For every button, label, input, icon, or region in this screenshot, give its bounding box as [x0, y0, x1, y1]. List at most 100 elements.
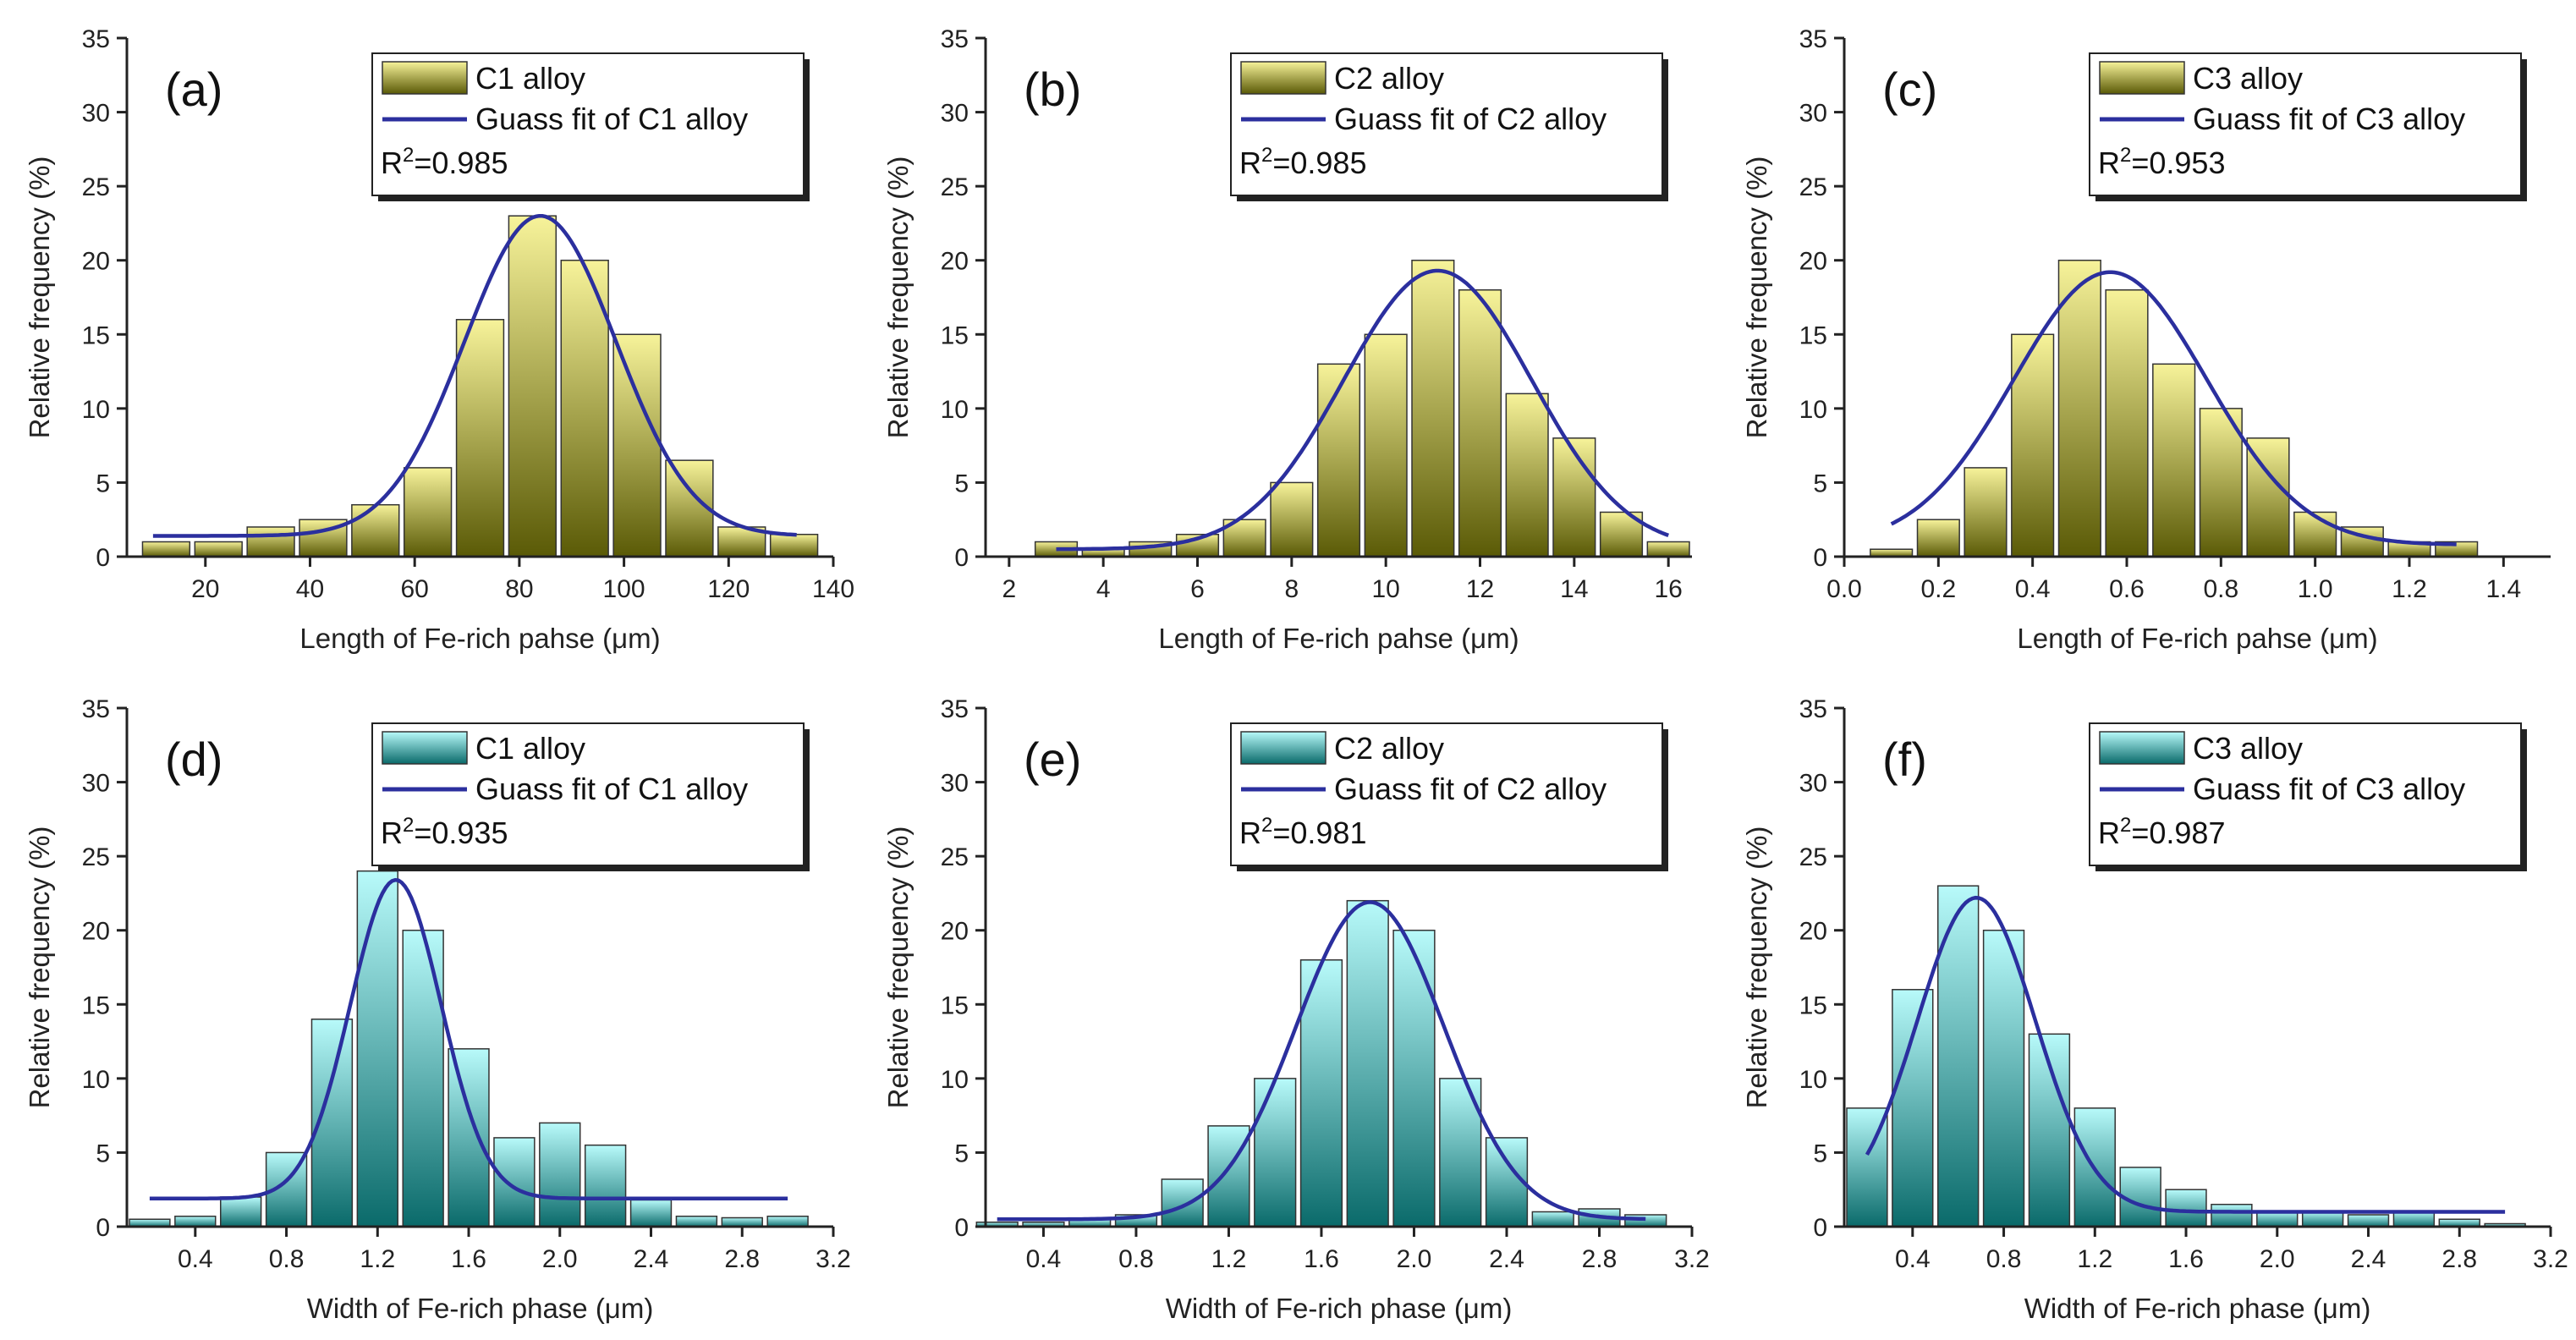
x-tick-label-b-3: 8: [1284, 575, 1299, 603]
bar-f-11: [2347, 1214, 2390, 1227]
bar-f-3: [1982, 929, 2025, 1227]
legend-fit-label-c: Guass fit of C3 alloy: [2193, 102, 2465, 136]
bar-e-8: [1346, 899, 1389, 1227]
bar-e-11: [1485, 1137, 1529, 1227]
bar-a-5: [403, 467, 453, 557]
x-tick-label-d-2: 1.2: [360, 1245, 395, 1273]
bar-a-7: [508, 215, 557, 557]
x-tick-label-e-3: 1.6: [1304, 1245, 1339, 1273]
bar-d-12: [675, 1215, 718, 1227]
y-axis-title-d: Relative frequency (%): [24, 827, 55, 1109]
x-tick-label-a-5: 120: [707, 575, 750, 603]
x-tick-label-d-0: 0.4: [178, 1245, 213, 1273]
bar-f-7: [2165, 1189, 2207, 1227]
y-tick-label-c-7: 35: [1799, 25, 1827, 53]
x-tick-label-a-4: 100: [603, 575, 645, 603]
bar-e-14: [1624, 1214, 1667, 1227]
legend-r2-d: R2=0.935: [381, 814, 508, 850]
bar-c-3: [2011, 333, 2055, 557]
y-tick-label-f-2: 10: [1799, 1066, 1827, 1094]
x-axis-title-a: Length of Fe-rich pahse (μm): [299, 623, 660, 654]
panel-label-c: (c): [1882, 63, 1937, 116]
x-tick-label-a-0: 20: [191, 575, 219, 603]
x-tick-label-f-2: 1.2: [2077, 1245, 2112, 1273]
legend-swatch-b: [1240, 61, 1326, 95]
bar-d-7: [448, 1048, 490, 1227]
y-tick-label-d-7: 35: [82, 695, 110, 723]
y-tick-label-c-6: 30: [1799, 100, 1827, 128]
legend-fit-label-f: Guass fit of C3 alloy: [2193, 772, 2465, 806]
chart-panel-c: 0 5 10 15 20 25 30 35 0.0 0.2 0.4 0.6 0.8 1.0 1.2 1.4 Le…: [1717, 0, 2576, 670]
x-tick-label-c-5: 1.0: [2298, 575, 2333, 603]
x-tick-label-e-5: 2.4: [1489, 1245, 1524, 1273]
x-tick-label-d-6: 2.8: [724, 1245, 760, 1273]
y-tick-label-b-5: 25: [941, 173, 969, 201]
bar-d-1: [174, 1215, 217, 1227]
y-tick-label-b-4: 20: [941, 248, 969, 276]
x-tick-label-e-0: 0.4: [1026, 1245, 1062, 1273]
y-tick-label-c-1: 5: [1813, 470, 1827, 497]
legend-r2-a: R2=0.985: [381, 144, 508, 180]
x-tick-label-b-4: 10: [1371, 575, 1399, 603]
y-tick-label-c-0: 0: [1813, 544, 1827, 572]
x-tick-label-c-1: 0.2: [1920, 575, 1956, 603]
x-tick-label-a-6: 140: [812, 575, 854, 603]
y-tick-label-e-0: 0: [954, 1214, 969, 1242]
y-tick-label-a-1: 5: [96, 470, 110, 497]
x-tick-label-a-1: 40: [296, 575, 324, 603]
bar-c-2: [1964, 467, 2008, 557]
y-tick-label-b-7: 35: [941, 25, 969, 53]
y-axis-title-f: Relative frequency (%): [1741, 827, 1772, 1109]
bar-d-6: [402, 929, 444, 1227]
legend-swatch-a: [382, 61, 468, 95]
bar-b-8: [1411, 259, 1455, 557]
x-tick-label-a-2: 60: [400, 575, 428, 603]
y-tick-label-b-2: 10: [941, 396, 969, 424]
legend-swatch-e: [1240, 731, 1326, 765]
x-tick-label-b-6: 14: [1560, 575, 1588, 603]
bar-a-2: [246, 526, 295, 557]
bar-e-5: [1207, 1125, 1250, 1227]
legend-bar-label-a: C1 alloy: [475, 61, 585, 96]
legend-fit-label-e: Guass fit of C2 alloy: [1334, 772, 1607, 806]
x-tick-label-c-3: 0.6: [2109, 575, 2145, 603]
legend-fit-label-a: Guass fit of C1 alloy: [475, 102, 748, 136]
bar-a-10: [665, 459, 714, 557]
y-tick-label-f-0: 0: [1813, 1214, 1827, 1242]
bar-d-13: [721, 1216, 763, 1227]
panel-label-a: (a): [165, 63, 222, 116]
y-tick-label-d-5: 25: [82, 843, 110, 871]
y-axis-title-b: Relative frequency (%): [882, 157, 914, 439]
bar-e-4: [1161, 1178, 1204, 1227]
bar-d-14: [766, 1215, 809, 1227]
y-tick-label-d-4: 20: [82, 918, 110, 946]
bar-e-12: [1531, 1211, 1574, 1227]
x-tick-label-e-4: 2.0: [1397, 1245, 1432, 1273]
y-tick-label-a-0: 0: [96, 544, 110, 572]
y-tick-label-d-2: 10: [82, 1066, 110, 1094]
bar-b-6: [1316, 363, 1361, 557]
legend-r2-b: R2=0.985: [1239, 144, 1366, 180]
y-tick-label-d-1: 5: [96, 1140, 110, 1167]
bar-a-0: [141, 541, 191, 557]
bar-c-5: [2105, 288, 2149, 557]
x-tick-label-b-0: 2: [1002, 575, 1016, 603]
panel-label-d: (d): [165, 733, 222, 786]
y-tick-label-e-5: 25: [941, 843, 969, 871]
x-axis-title-d: Width of Fe-rich phase (μm): [307, 1293, 654, 1324]
y-tick-label-e-6: 30: [941, 770, 969, 798]
y-tick-label-e-4: 20: [941, 918, 969, 946]
y-tick-label-e-7: 35: [941, 695, 969, 723]
chart-svg-e: 0 5 10 15 20 25 30 35 0.4 0.8 1.2 1.6 2.0 2.4 2.8 3.2 Wi…: [882, 695, 1710, 1324]
y-tick-label-c-4: 20: [1799, 248, 1827, 276]
bar-b-7: [1364, 333, 1408, 557]
y-tick-label-a-2: 10: [82, 396, 110, 424]
bar-a-9: [612, 333, 662, 557]
chart-panel-b: 0 5 10 15 20 25 30 35 2 4 6 8 10 12 14 16 Length of Fe-r…: [859, 0, 1717, 670]
x-tick-label-c-7: 1.4: [2485, 575, 2521, 603]
x-tick-label-f-7: 3.2: [2533, 1245, 2568, 1273]
y-axis-title-c: Relative frequency (%): [1741, 157, 1772, 439]
y-tick-label-a-4: 20: [82, 248, 110, 276]
bar-f-10: [2301, 1211, 2344, 1227]
x-tick-label-f-4: 2.0: [2260, 1245, 2295, 1273]
